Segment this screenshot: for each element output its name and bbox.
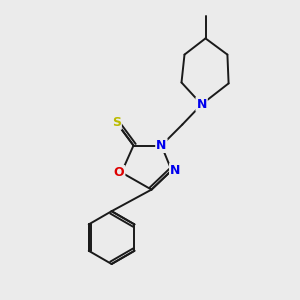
Text: N: N bbox=[196, 98, 207, 111]
Text: N: N bbox=[156, 139, 167, 152]
Text: S: S bbox=[112, 116, 121, 129]
Text: N: N bbox=[170, 164, 180, 177]
Text: O: O bbox=[114, 166, 124, 179]
